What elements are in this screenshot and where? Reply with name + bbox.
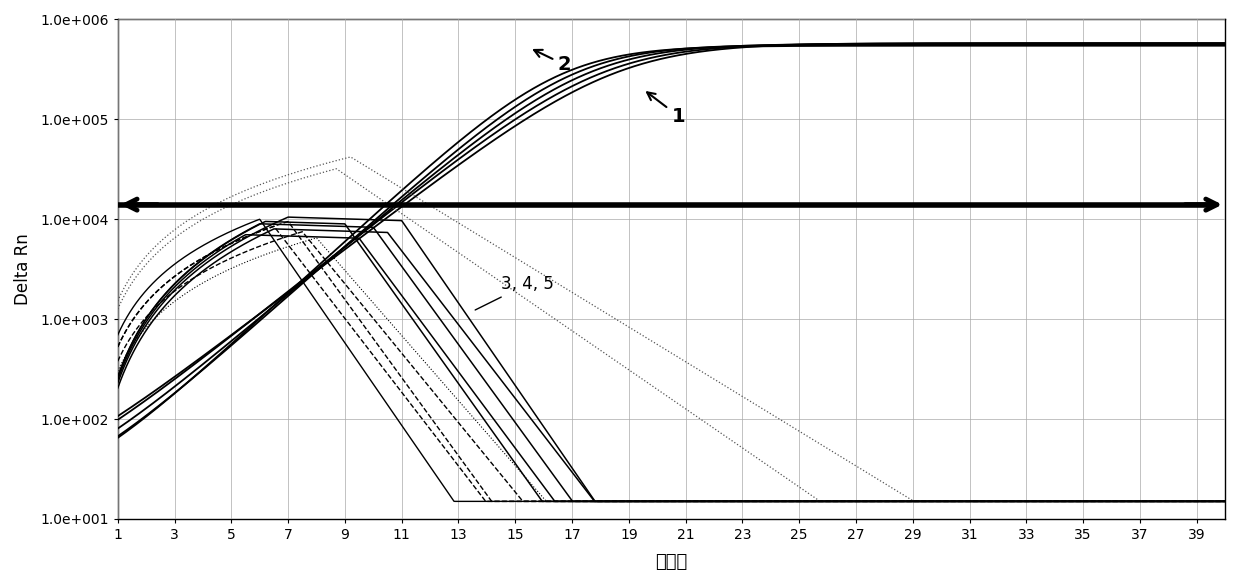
Text: 1: 1 [647,92,685,126]
Text: 3, 4, 5: 3, 4, 5 [476,275,554,310]
X-axis label: 循环数: 循环数 [655,553,688,571]
Y-axis label: Delta Rn: Delta Rn [14,233,32,305]
Text: 2: 2 [534,50,571,74]
